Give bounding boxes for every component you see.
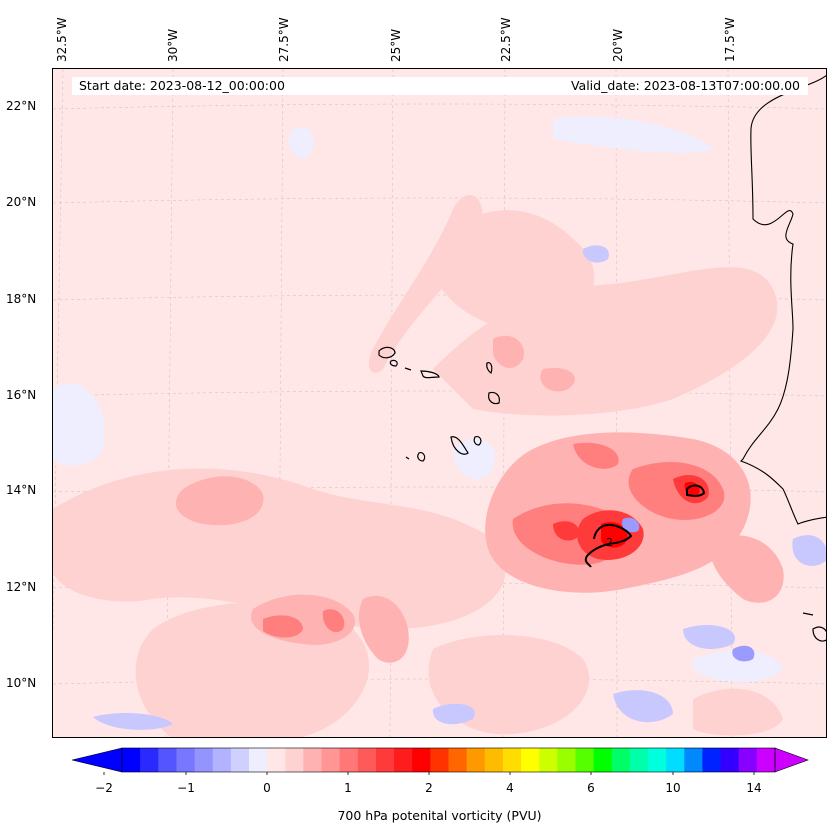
colorbar-tick-label: 1 <box>344 781 352 795</box>
latitude-label: 22°N <box>6 99 37 113</box>
latitude-label: 10°N <box>6 676 37 690</box>
colorbar-label: 700 hPa potenital vorticity (PVU) <box>337 808 542 823</box>
longitude-label: 27.5°W <box>277 17 291 62</box>
colorbar-segment <box>176 748 196 772</box>
colorbar-segment <box>158 748 177 772</box>
valid-date-text: Valid_date: 2023-08-13T07:00:00.00 <box>570 78 800 93</box>
colorbar-under-arrow <box>71 747 123 773</box>
colorbar-segment <box>448 748 468 772</box>
colorbar-segment <box>738 748 758 772</box>
colorbar-over-arrow <box>774 747 809 773</box>
colorbar-tick-label: 6 <box>587 781 595 795</box>
longitude-label: 17.5°W <box>723 17 737 62</box>
colorbar-segment <box>303 748 323 772</box>
colorbar-segment <box>521 748 540 772</box>
colorbar-segment <box>394 748 413 772</box>
islands <box>378 346 826 642</box>
pv-negative-light-areas <box>53 116 783 683</box>
colorbar-tick-label: 4 <box>506 781 514 795</box>
colorbar-segment <box>575 748 595 772</box>
longitude-label: 30°W <box>166 28 180 62</box>
latitude-label: 16°N <box>6 388 37 402</box>
colorbar-segment <box>248 748 268 772</box>
colorbar-segment <box>412 748 431 772</box>
longitude-label: 22.5°W <box>499 17 513 62</box>
colorbar-segment <box>629 748 649 772</box>
colorbar-segment <box>539 748 558 772</box>
colorbar-tick-label: −2 <box>95 781 113 795</box>
latitude-label: 18°N <box>6 292 37 306</box>
latitude-label: 20°N <box>6 195 37 209</box>
colorbar-segment <box>430 748 449 772</box>
colorbar-segment <box>720 748 740 772</box>
potential-vorticity-field: 2 <box>53 69 826 737</box>
colorbar-tick-label: 14 <box>746 781 762 795</box>
colorbar-segment <box>194 748 214 772</box>
pv-negative-strong-areas <box>622 517 755 662</box>
date-banner <box>72 77 808 95</box>
colorbar-segment <box>375 748 395 772</box>
colorbar-segment <box>267 748 286 772</box>
colorbar-segment <box>502 748 522 772</box>
colorbar-segment <box>593 748 613 772</box>
pv-negative-areas <box>93 245 826 730</box>
longitude-label: 25°W <box>389 28 403 62</box>
colorbar-segment <box>684 748 703 772</box>
colorbar-tick-label: 10 <box>665 781 681 795</box>
colorbar <box>71 747 809 775</box>
colorbar-segment <box>212 748 232 772</box>
colorbar-segment <box>230 748 250 772</box>
colorbar-segment <box>666 748 685 772</box>
colorbar-segment <box>321 748 341 772</box>
colorbar-segment <box>339 748 359 772</box>
colorbar-tick-label: −1 <box>177 781 195 795</box>
colorbar-outline <box>121 747 776 773</box>
longitude-label: 32.5°W <box>55 17 69 62</box>
contour-label-2: 2 <box>606 536 613 549</box>
colorbar-segment <box>357 748 377 772</box>
colorbar-segment <box>611 748 631 772</box>
start-date-text: Start date: 2023-08-12_00:00:00 <box>79 78 285 93</box>
colorbar-tick-label: 2 <box>425 781 433 795</box>
colorbar-tick-label: 0 <box>263 781 271 795</box>
longitude-label: 20°W <box>611 28 625 62</box>
colorbar-segment <box>122 748 141 772</box>
colorbar-segment <box>140 748 159 772</box>
colorbar-segment <box>484 748 504 772</box>
latitude-label: 14°N <box>6 483 37 497</box>
colorbar-segment <box>285 748 304 772</box>
colorbar-segment <box>648 748 667 772</box>
latitude-label: 12°N <box>6 580 37 594</box>
colorbar-segment <box>466 748 486 772</box>
pv-2-contours <box>584 484 706 568</box>
colorbar-segment <box>557 748 576 772</box>
colorbar-segment <box>756 748 776 772</box>
coastline <box>740 74 826 525</box>
colorbar-segment <box>702 748 722 772</box>
map-panel: 2 <box>52 68 827 738</box>
